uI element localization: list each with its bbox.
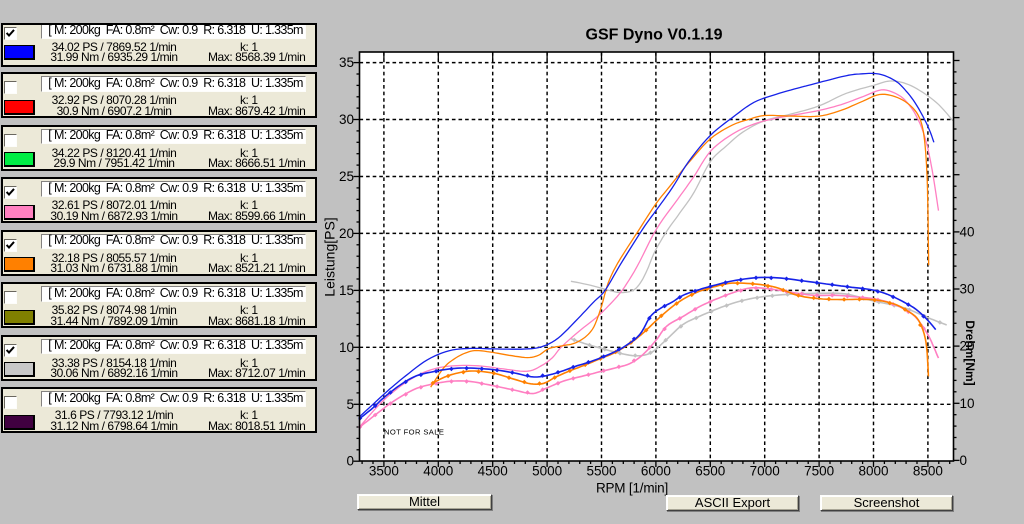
svg-text:NOT FOR SALE: NOT FOR SALE [384,428,444,437]
svg-text:30: 30 [960,282,975,297]
svg-text:0: 0 [960,453,968,468]
svg-text:25: 25 [339,169,354,184]
svg-text:5500: 5500 [586,464,616,479]
svg-text:3500: 3500 [369,464,399,479]
svg-text:4500: 4500 [478,464,508,479]
svg-text:6500: 6500 [695,464,725,479]
svg-text:5000: 5000 [532,464,562,479]
svg-text:7000: 7000 [750,464,780,479]
svg-text:35: 35 [339,55,354,70]
svg-text:6000: 6000 [641,464,671,479]
svg-text:8500: 8500 [913,464,943,479]
svg-text:5: 5 [346,397,354,412]
svg-text:10: 10 [960,396,975,411]
svg-text:15: 15 [339,283,354,298]
svg-text:4000: 4000 [423,464,453,479]
svg-text:Leistung[PS]: Leistung[PS] [322,217,338,296]
svg-text:10: 10 [339,340,354,355]
svg-text:40: 40 [960,224,975,239]
svg-text:Drehm[Nm]: Drehm[Nm] [963,320,977,385]
svg-text:20: 20 [960,339,975,354]
svg-text:8000: 8000 [858,464,888,479]
svg-text:7500: 7500 [804,464,834,479]
svg-text:0: 0 [346,454,354,469]
svg-text:RPM [1/min]: RPM [1/min] [596,481,668,496]
svg-text:20: 20 [339,226,354,241]
svg-text:GSF Dyno V0.1.19: GSF Dyno V0.1.19 [586,27,723,44]
svg-text:30: 30 [339,112,354,127]
